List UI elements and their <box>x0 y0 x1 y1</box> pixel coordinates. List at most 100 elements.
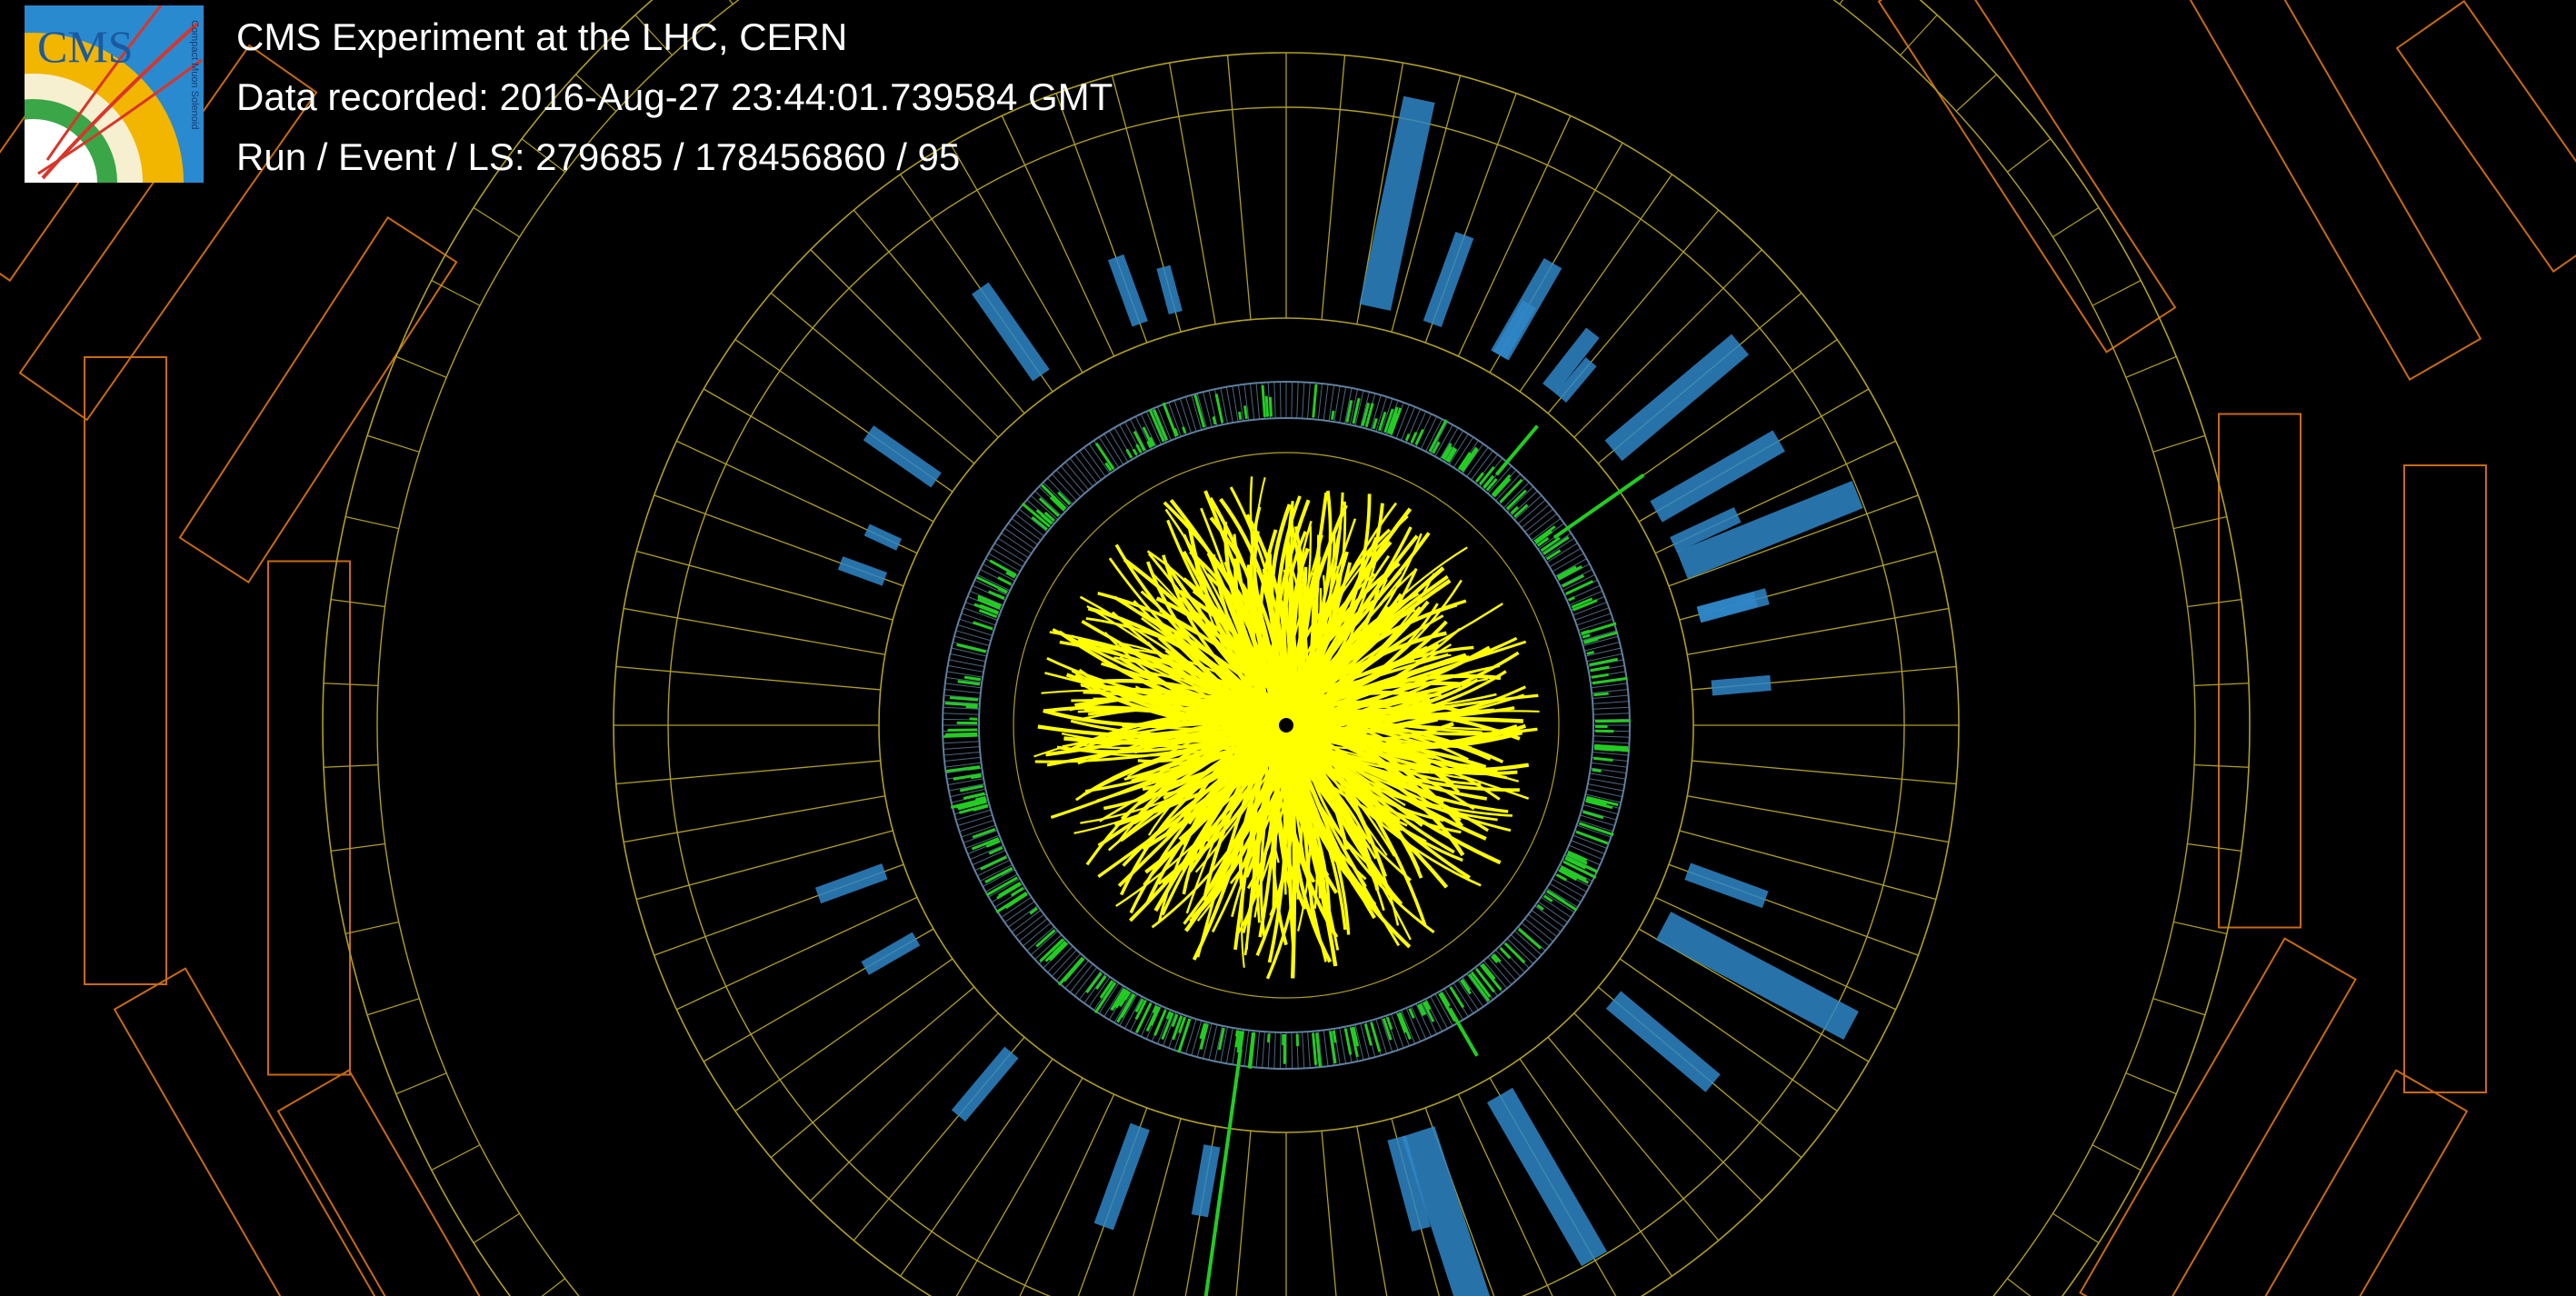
ecal-hit <box>1135 444 1143 454</box>
tracker-segment <box>1179 398 1193 434</box>
ecal-hit <box>1571 597 1593 609</box>
ecal-hit <box>1562 574 1585 588</box>
calorimeter-segment <box>1692 760 1957 785</box>
ecal-hit <box>1385 1016 1393 1031</box>
ecal-hit <box>963 792 985 800</box>
tracker-segment <box>1495 949 1522 977</box>
tracker-segment <box>1537 901 1568 923</box>
ecal-hit <box>989 559 1017 577</box>
ecal-hit <box>957 680 981 686</box>
outer-segment <box>2194 764 2250 768</box>
muon-chamber <box>2172 0 2482 382</box>
ecal-hit <box>1446 448 1458 464</box>
tracker-segment <box>1328 1029 1335 1066</box>
tracker-segment <box>1591 762 1628 768</box>
event-info: CMS Experiment at the LHC, CERN Data rec… <box>236 7 1113 187</box>
tracker-segment <box>948 659 985 667</box>
ecal-hit <box>946 765 981 773</box>
ecal-hit <box>1449 986 1465 1009</box>
tracker-segment <box>945 676 983 683</box>
ecal-hit <box>1559 866 1589 884</box>
ecal-hit <box>1510 505 1519 514</box>
tracker-segment <box>1034 490 1063 516</box>
ecal-hit <box>1564 857 1587 870</box>
ecal-hit <box>1553 474 1645 540</box>
tracker-segment <box>1069 963 1093 993</box>
ecal-hit <box>1485 478 1498 492</box>
ecal-hit <box>1443 445 1453 461</box>
ecal-hit <box>1593 756 1613 763</box>
ecal-hit <box>1266 1033 1271 1043</box>
calorimeter-segment <box>1457 115 1572 357</box>
tracker-segment <box>1593 735 1630 738</box>
hcal-deposit <box>1676 480 1863 579</box>
tracker-segment <box>1592 751 1629 756</box>
tracker-segment <box>1405 1007 1422 1042</box>
tracker-segment <box>1145 411 1162 445</box>
ecal-hit <box>1145 1005 1160 1032</box>
calorimeter-segment <box>624 795 885 843</box>
calorimeter-segment <box>955 1077 1083 1296</box>
tracker-segment <box>1401 1010 1416 1044</box>
tracker-segment <box>991 547 1023 568</box>
ecal-hit <box>1172 1015 1183 1041</box>
hcal-deposit <box>1107 254 1148 327</box>
tracker-segment <box>1415 1003 1433 1037</box>
tracker-segment <box>1521 503 1550 529</box>
ecal-hit <box>959 784 983 793</box>
outer-segment <box>330 842 385 852</box>
tracker-segment <box>1001 896 1033 918</box>
outer-segment <box>2187 599 2242 608</box>
calorimeter-segment <box>853 209 1025 414</box>
tracker-segment <box>1583 642 1620 652</box>
ecal-hit <box>1592 676 1628 685</box>
muon-chamber <box>276 1069 487 1296</box>
ecal-hit <box>1398 1012 1412 1040</box>
tracker-segment <box>1549 547 1582 568</box>
tracker-segment <box>1531 518 1562 541</box>
tracker-segment <box>1531 910 1562 932</box>
tracker-segment <box>1004 901 1035 923</box>
ecal-hit <box>1203 1049 1243 1296</box>
calorimeter-segment <box>1619 339 1838 493</box>
outer-segment <box>431 280 481 306</box>
particle-track <box>1274 495 1302 733</box>
calorimeter-segment <box>1321 1131 1337 1296</box>
ecal-hit <box>1161 1012 1174 1041</box>
ecal-hit <box>1581 622 1617 636</box>
tracker-segment <box>1528 513 1558 537</box>
ecal-hit <box>1534 530 1553 544</box>
ecal-hit <box>1153 409 1169 441</box>
ecal-hit <box>1499 947 1512 960</box>
hcal-deposit <box>1493 300 1536 360</box>
ecal-hit <box>1593 692 1609 697</box>
tracker-segment <box>1243 384 1250 421</box>
ecal-hit <box>1566 852 1588 865</box>
tracker-segment <box>950 788 986 798</box>
tracker-segment <box>988 553 1021 573</box>
tracker-segment <box>1185 396 1197 432</box>
tracker-segment <box>1592 694 1629 700</box>
hcal-deposit <box>837 556 888 586</box>
ecal-hit <box>1555 873 1567 882</box>
ecal-hit <box>980 604 999 614</box>
hcal-deposit <box>861 932 921 975</box>
tracker-segment <box>1534 905 1565 928</box>
particle-track <box>1231 595 1270 723</box>
tracker-segment <box>1552 878 1584 898</box>
tracker-segment <box>1430 422 1448 454</box>
ecal-hit <box>1383 408 1394 434</box>
muon-chamber <box>2079 937 2357 1296</box>
ecal-hit <box>1094 442 1115 470</box>
ecal-hit <box>1177 1018 1192 1053</box>
tracker-segment <box>1055 469 1082 498</box>
outer-segment <box>575 74 617 112</box>
ecal-hit <box>1349 1027 1359 1058</box>
ecal-hit <box>996 593 1005 600</box>
outer-segment <box>521 138 566 173</box>
ecal-hit <box>1382 1018 1393 1041</box>
calorimeter-ring <box>376 0 2196 1296</box>
tracker-segment <box>1546 543 1578 563</box>
ecal-hit <box>1104 462 1113 472</box>
tracker-segment <box>955 630 992 642</box>
